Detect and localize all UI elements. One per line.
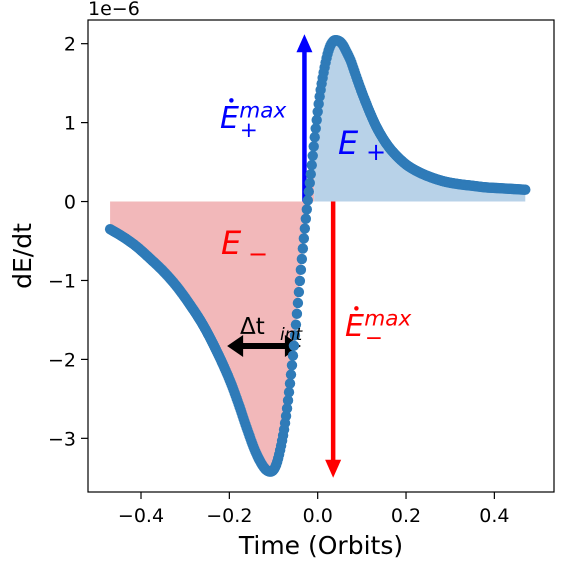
delta-t-sub: int [280,325,303,345]
delta-t-text: Δt [240,314,265,340]
x-tick-label: 0.4 [479,505,509,527]
e-minus-label: E [221,224,242,262]
e-minus-max-label-sub: − [365,326,383,351]
y-tick-label: −1 [48,270,76,292]
data-point [281,403,293,414]
delta-t-label: Δt int [240,314,303,345]
e-minus-max-label-sup: max [364,307,411,332]
y-tick-label: 0 [64,192,76,214]
data-point [312,106,323,118]
data-point [296,253,308,265]
e-plus-sub: + [366,138,386,166]
data-point [280,410,292,422]
data-point [293,286,305,298]
data-point [290,319,302,330]
data-point [295,264,307,276]
data-point [285,369,297,380]
data-point [298,233,310,244]
data-point [299,223,311,234]
data-point [303,186,314,197]
negative-energy-fill [110,142,315,472]
y-tick-label: 1 [64,113,76,135]
data-point [286,360,298,371]
plot-frame [87,19,555,493]
e-minus-max-arrow-head [325,459,342,478]
y-tick-label: −3 [48,428,76,450]
data-point [304,177,315,189]
e-minus-label-text: E [221,224,242,262]
data-point [310,123,321,134]
x-tick-label: −0.4 [118,505,164,527]
data-point [306,159,317,171]
y-tick-label: −2 [48,349,76,371]
delta-t-arrow-head-left [227,334,244,357]
e-plus-label: E [338,124,359,162]
y-tick-label: 2 [64,34,76,56]
x-tick-label: −0.2 [206,505,252,527]
data-point [311,114,322,126]
e-minus-max-label-text: E [345,309,364,344]
data-point [283,386,295,398]
e-plus-max-label-text: E [220,101,239,136]
y-offset-text: 1e−6 [88,0,140,20]
data-point [284,378,296,389]
data-point [520,184,531,195]
data-point [288,340,300,351]
e-plus-max-arrow-head [296,34,313,53]
data-point [292,297,304,309]
y-axis-title: dE/dt [8,223,37,289]
data-point [297,243,309,254]
data-point [300,213,312,225]
data-point [302,195,313,206]
e-plus-max-label-sub: + [240,118,258,143]
data-point [289,330,301,341]
e-minus-max-label-dot [354,306,359,311]
e-minus-sub: − [248,240,268,268]
x-axis-title: Time (Orbits) [238,531,403,560]
data-point [305,169,316,180]
e-plus-max-label-sup: max [239,99,286,124]
data-point [287,350,299,361]
data-point [291,308,303,320]
data-point [309,132,320,143]
data-point [282,395,294,406]
data-point [301,204,313,215]
positive-energy-fill [314,40,526,202]
x-tick-label: 0.0 [303,505,333,527]
e-plus-label-text: E [338,124,359,162]
x-tick-label: 0.2 [391,505,421,527]
data-point [307,150,318,161]
data-point [308,141,319,152]
data-point [294,275,306,287]
e-plus-max-label-dot [229,98,234,103]
